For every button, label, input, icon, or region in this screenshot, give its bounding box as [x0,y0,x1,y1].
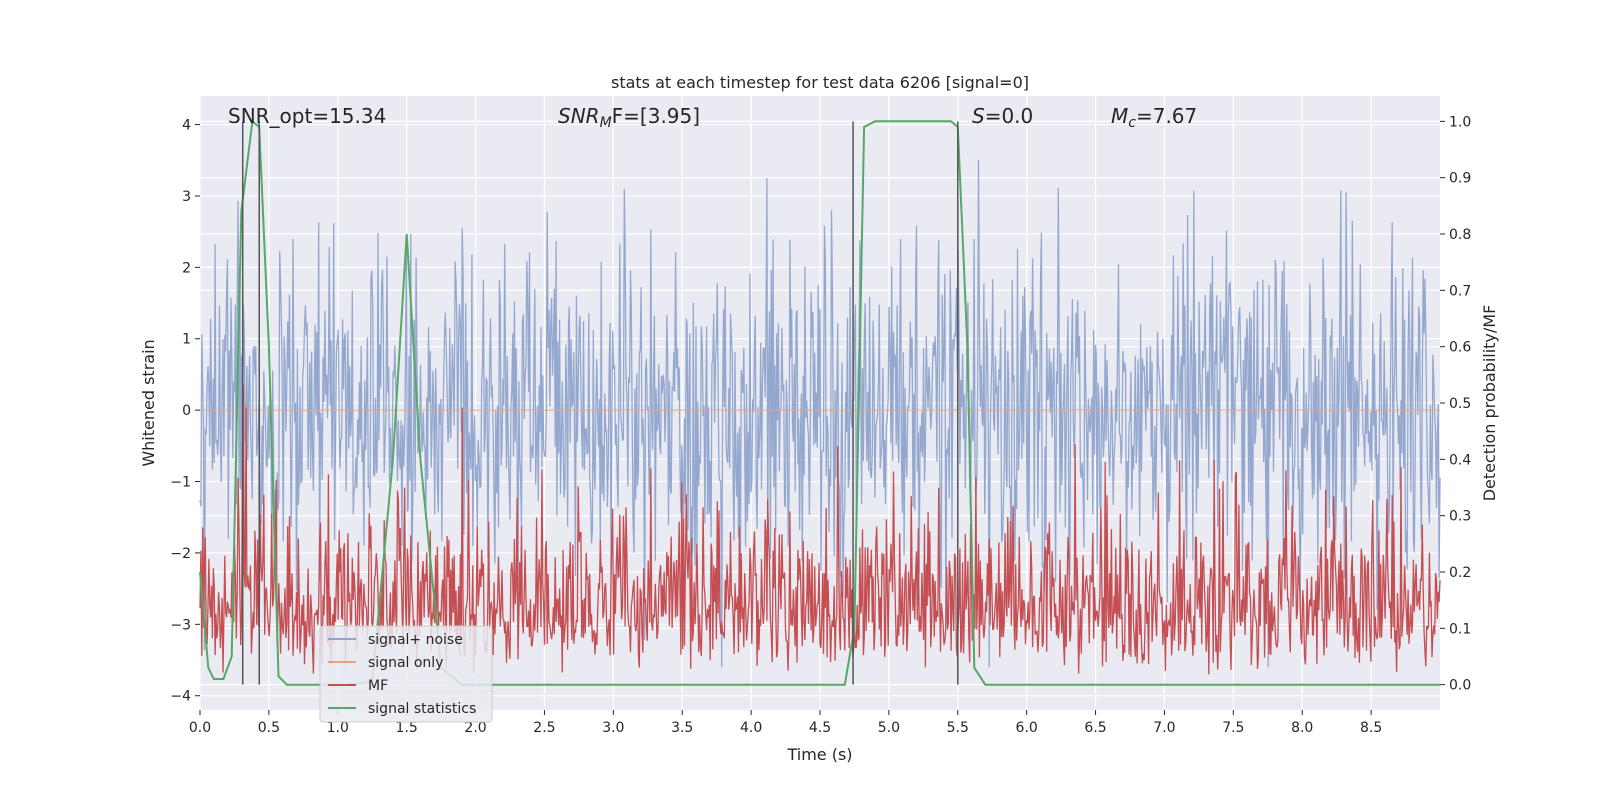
x-tick-label: 8.0 [1291,720,1313,736]
x-tick-label: 3.5 [671,720,693,736]
y-tick-label: 4 [182,118,191,134]
x-tick-label: 0.0 [189,720,211,736]
x-tick-label: 1.0 [327,720,349,736]
vertical-markers [241,121,959,685]
y-tick-label: −2 [170,546,191,562]
y-tick-label: 3 [182,189,191,205]
x-tick-label: 2.5 [533,720,555,736]
y2-tick-label: 0.7 [1449,283,1471,299]
legend: signal+ noise signal only MF signal stat… [319,625,493,723]
y2-tick-label: 0.6 [1449,340,1471,356]
y-axis-ticks: 4 3 2 1 0 −1 −2 −3 −4 [170,118,200,705]
y2-tick-label: 0.1 [1449,621,1471,637]
annotation-mc-suffix: =7.67 [1136,104,1197,128]
annotation-snr-mf-sub: M [600,115,612,131]
y2-tick-label: 0.9 [1449,171,1471,187]
legend-box [319,625,493,723]
annotation-snr-mf: SNRMF=[3.95] [558,104,700,131]
annotation-s-value-prefix: S [972,104,985,128]
x-tick-label: 5.5 [947,720,969,736]
x-tick-label: 1.5 [396,720,418,736]
x-tick-label: 4.0 [740,720,762,736]
annotation-snr-mf-suffix: F=[3.95] [612,104,700,128]
y-tick-label: 0 [182,403,191,419]
y-tick-label: 2 [182,260,191,276]
mf-line [199,384,1441,675]
x-tick-label: 6.5 [1084,720,1106,736]
legend-label-noise: signal+ noise [368,632,463,648]
x-tick-label: 3.0 [602,720,624,736]
y2-tick-label: 0.5 [1449,396,1471,412]
x-tick-label: 6.0 [1016,720,1038,736]
y2-tick-label: 0.8 [1449,227,1471,243]
annotation-snr-opt: SNR_opt=15.34 [228,104,386,128]
y2-tick-label: 1.0 [1449,114,1471,130]
x-tick-label: 0.5 [258,720,280,736]
x-tick-label: 2.0 [464,720,486,736]
legend-label-stats: signal statistics [368,701,476,717]
y-tick-label: −4 [170,689,191,705]
mf-series [199,384,1441,675]
x-axis-label: Time (s) [786,745,852,764]
y-tick-label: −1 [170,475,191,491]
annotation-s-value: S=0.0 [972,104,1033,128]
annotation-s-value-suffix: =0.0 [985,104,1034,128]
annotation-mc: Mc=7.67 [1111,104,1197,131]
y2-axis-ticks: 1.0 0.9 0.8 0.7 0.6 0.5 0.4 0.3 0.2 0.1 0.0 [1440,114,1471,694]
x-tick-label: 7.5 [1222,720,1244,736]
annotation-snr-mf-prefix: SNR [558,104,600,128]
y2-tick-label: 0.3 [1449,509,1471,525]
x-axis-ticks: 0.0 0.5 1.0 1.5 2.0 2.5 3.0 3.5 4.0 4.5 5.0 5.5 6.0 6… [189,710,1382,736]
y-axis-label: Whitened strain [139,339,158,466]
x-tick-label: 8.5 [1360,720,1382,736]
noise-series [199,159,1441,668]
y2-tick-label: 0.0 [1449,678,1471,694]
x-tick-label: 5.0 [878,720,900,736]
y2-axis-label: Detection probability/MF [1480,305,1499,502]
x-tick-label: 7.0 [1153,720,1175,736]
y2-tick-label: 0.4 [1449,452,1471,468]
chart-title: stats at each timestep for test data 620… [611,73,1029,92]
y-tick-label: 1 [182,332,191,348]
y2-tick-label: 0.2 [1449,565,1471,581]
annotation-mc-sub: c [1128,115,1136,131]
annotation-mc-prefix: M [1111,104,1128,128]
y-tick-label: −3 [170,617,191,633]
legend-label-mf: MF [368,678,388,694]
x-tick-label: 4.5 [809,720,831,736]
legend-label-signal: signal only [368,655,443,671]
noise-line [199,159,1441,668]
